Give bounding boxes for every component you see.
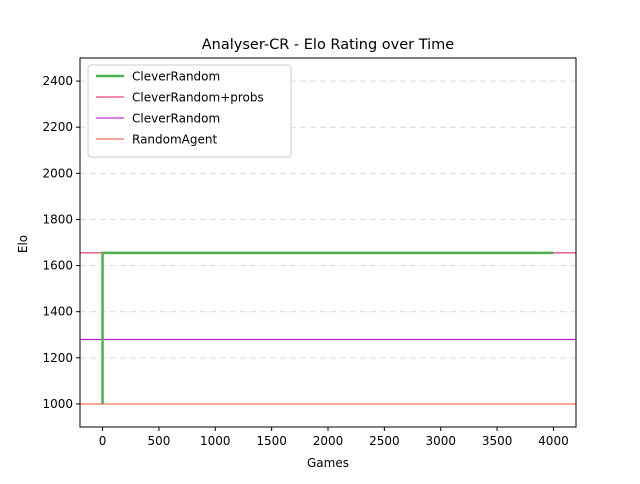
y-tick-label: 2200 (42, 120, 73, 134)
series-layer (80, 251, 576, 405)
x-tick-label: 0 (99, 434, 107, 448)
y-tick-label: 1600 (42, 259, 73, 273)
legend: CleverRandom CleverRandom+probs CleverRand… (87, 64, 292, 158)
chart-title: Analyser-CR - Elo Rating over Time (202, 37, 455, 53)
legend-label: RandomAgent (132, 133, 217, 147)
series-0-line (101, 251, 554, 404)
legend-label: CleverRandom (132, 112, 220, 126)
y-tick-label: 2400 (42, 74, 73, 88)
y-tick-label: 1000 (42, 397, 73, 411)
x-tick-label: 3500 (482, 434, 513, 448)
y-tick-label: 1400 (42, 305, 73, 319)
x-tick-label: 3000 (425, 434, 456, 448)
legend-label: CleverRandom (132, 70, 220, 84)
legend-label: CleverRandom+probs (132, 91, 264, 105)
x-tick-label: 500 (147, 434, 170, 448)
x-tick-label: 2500 (369, 434, 400, 448)
x-tick-label: 1000 (200, 434, 231, 448)
x-tick-label: 2000 (313, 434, 344, 448)
x-axis-label: Games (307, 456, 349, 470)
y-tick-label: 2000 (42, 166, 73, 180)
x-tick-label: 1500 (256, 434, 287, 448)
y-tick-label: 1200 (42, 351, 73, 365)
x-axis: 0 500 1000 1500 2000 2500 3000 3500 4000 (99, 427, 569, 448)
y-axis: 1000 1200 1400 1600 1800 2000 2200 2400 (42, 74, 80, 411)
y-axis-label: Elo (16, 235, 30, 253)
legend-box (87, 64, 292, 158)
x-tick-label: 4000 (538, 434, 569, 448)
y-tick-label: 1800 (42, 212, 73, 226)
